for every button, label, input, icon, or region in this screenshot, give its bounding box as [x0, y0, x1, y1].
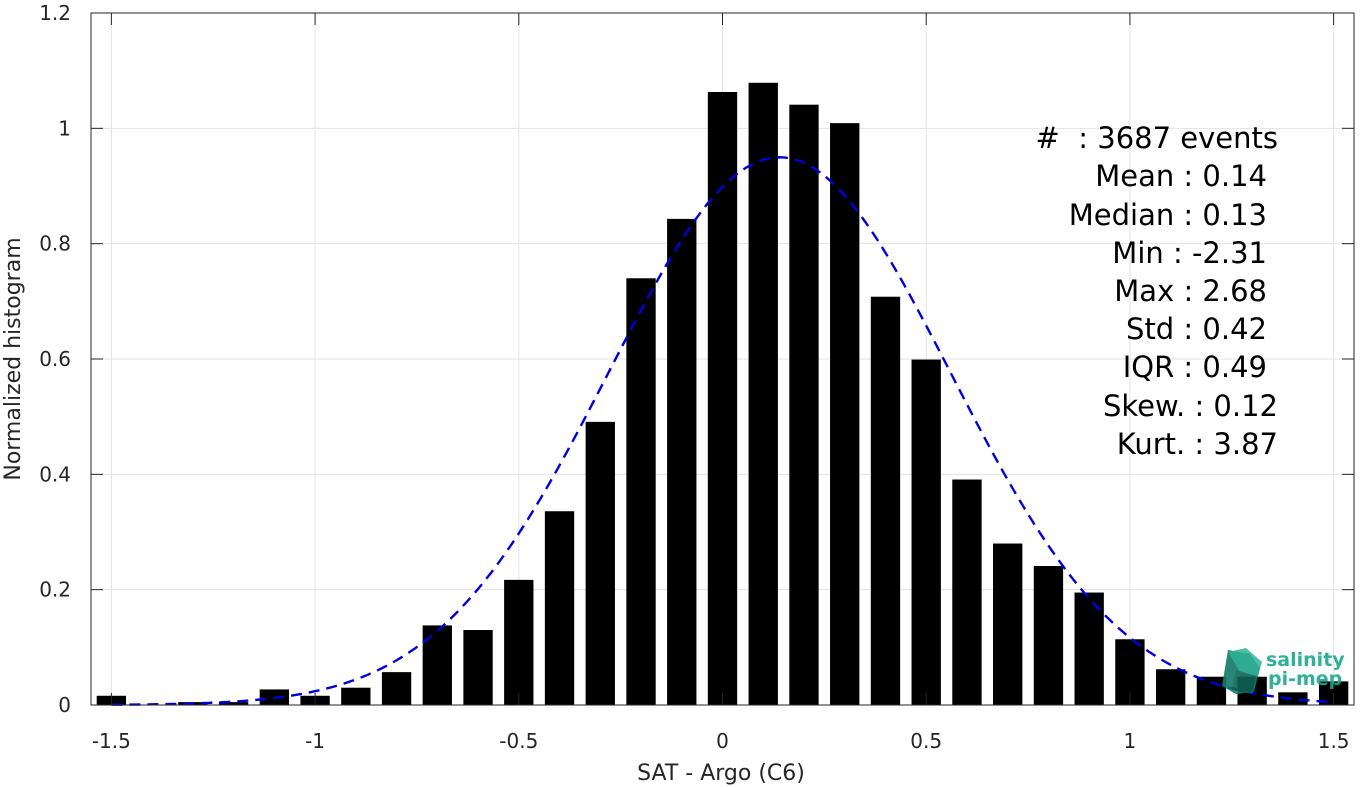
histogram-bar — [1155, 669, 1186, 705]
x-tick-label: 0 — [716, 729, 729, 753]
axis-ticks — [91, 12, 1354, 706]
histogram-bar — [667, 218, 697, 705]
histogram-bar — [585, 421, 615, 705]
stat-median: Median : 0.13 — [1069, 198, 1267, 232]
salinity-pimep-logo: salinity pi-mep — [1222, 648, 1345, 694]
stat-iqr: IQR : 0.49 — [1123, 350, 1267, 384]
histogram-bar — [1074, 592, 1104, 705]
x-tick-label: -0.5 — [499, 729, 538, 753]
x-tick-label: 0.5 — [910, 729, 942, 753]
y-tick-label: 0 — [58, 693, 71, 717]
histogram-bar — [748, 82, 778, 705]
x-tick-label: 1.5 — [1318, 729, 1350, 753]
histogram-bar — [626, 278, 656, 705]
histogram-bar — [707, 92, 738, 705]
salinity-pimep-logo-icon — [1222, 648, 1262, 694]
histogram-bar — [870, 296, 901, 705]
y-axis-label: Normalized histogram — [1, 237, 26, 480]
histogram-bar — [1278, 692, 1308, 705]
histogram-bar — [952, 479, 982, 705]
y-tick-label: 1 — [58, 116, 71, 140]
logo-text-salinity: salinity — [1266, 649, 1345, 671]
histogram-bar — [1196, 676, 1227, 705]
histogram-bar — [218, 702, 249, 705]
histogram-bar — [463, 630, 493, 705]
y-tick-label: 0.2 — [39, 578, 71, 602]
histogram-bar — [911, 359, 941, 705]
y-tick-label: 1.2 — [39, 1, 71, 25]
logo-text-pimep: pi-mep — [1268, 668, 1342, 690]
y-tick-label: 0.6 — [39, 347, 71, 371]
histogram-bar — [1033, 566, 1064, 705]
gaussian-fit-curve — [111, 156, 1334, 706]
histogram-bar — [381, 672, 412, 705]
histogram-bar — [504, 579, 534, 705]
histogram-bar — [993, 543, 1023, 705]
histogram-bar — [422, 625, 452, 705]
x-tick-label: -1.5 — [92, 729, 131, 753]
stat-max: Max : 2.68 — [1114, 274, 1267, 308]
stat-mean: Mean : 0.14 — [1095, 159, 1267, 193]
stat-kurt: Kurt. : 3.87 — [1117, 427, 1278, 461]
stat-std: Std : 0.42 — [1126, 312, 1267, 346]
y-tick-labels: 0 0.2 0.4 0.6 0.8 1 1.2 — [39, 1, 71, 717]
histogram-bar — [789, 104, 819, 705]
stats-box: # : 3687 events Mean : 0.14 Median : 0.1… — [1036, 121, 1278, 461]
histogram-bar — [341, 687, 371, 705]
stat-min: Min : -2.31 — [1112, 236, 1267, 270]
y-tick-label: 0.4 — [39, 462, 71, 486]
x-tick-labels: -1.5 -1 -0.5 0 0.5 1 1.5 — [92, 729, 1350, 753]
y-tick-label: 0.8 — [39, 232, 71, 256]
x-tick-label: 1 — [1124, 729, 1137, 753]
x-axis-label: SAT - Argo (C6) — [637, 761, 805, 786]
stat-skew: Skew. : 0.12 — [1103, 389, 1278, 423]
x-tick-label: -1 — [305, 729, 325, 753]
histogram-bar — [544, 511, 575, 705]
histogram-bar — [830, 123, 860, 706]
stat-events: # : 3687 events — [1036, 121, 1278, 155]
